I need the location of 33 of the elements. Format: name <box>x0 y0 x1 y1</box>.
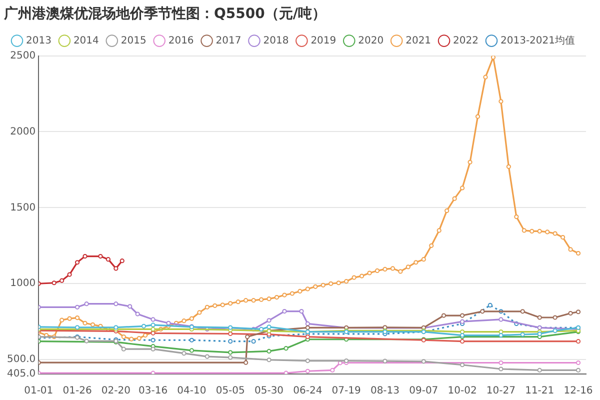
legend-label: 2021 <box>406 35 432 46</box>
x-tick-label: 06-24 <box>293 386 322 397</box>
x-tick-label: 01-26 <box>62 386 92 397</box>
x-tick-label: 07-19 <box>332 386 361 397</box>
legend-label: 2020 <box>358 35 384 46</box>
x-tick-label: 05-30 <box>254 386 284 397</box>
legend-label: 2015 <box>120 35 146 46</box>
x-tick-label: 02-20 <box>101 386 130 397</box>
x-tick-label: 09-07 <box>409 386 438 397</box>
y-tick-label: 500.0 <box>6 354 36 366</box>
legend-label: 2022 <box>453 35 478 46</box>
legend-label: 2014 <box>73 35 99 46</box>
chart-title: 广州港澳煤优混场地价季节性图：Q5500（元/吨） <box>3 5 326 22</box>
x-tick-label: 11-21 <box>525 386 554 397</box>
y-tick-label: 1000 <box>10 278 36 290</box>
y-tick-label: 2000 <box>10 126 36 138</box>
legend-label: 2018 <box>263 35 289 46</box>
legend-label: 2013-2021均值 <box>500 34 576 46</box>
y-tick-label: 2500 <box>10 50 36 62</box>
x-tick-label: 10-27 <box>486 386 516 397</box>
y-tick-label: 405.0 <box>6 368 36 380</box>
x-tick-label: 12-16 <box>564 386 593 397</box>
legend-label: 2013 <box>26 35 52 46</box>
x-tick-label: 01-01 <box>24 386 54 397</box>
legend-label: 2017 <box>216 35 242 46</box>
legend-label: 2016 <box>168 35 194 46</box>
x-tick-label: 05-05 <box>216 386 245 397</box>
legend-label: 2019 <box>310 35 336 46</box>
x-tick-label: 04-10 <box>177 386 206 397</box>
y-tick-label: 1500 <box>10 202 36 214</box>
x-tick-label: 10-02 <box>448 386 477 397</box>
x-tick-label: 08-13 <box>370 386 400 397</box>
x-tick-label: 03-16 <box>138 386 168 397</box>
